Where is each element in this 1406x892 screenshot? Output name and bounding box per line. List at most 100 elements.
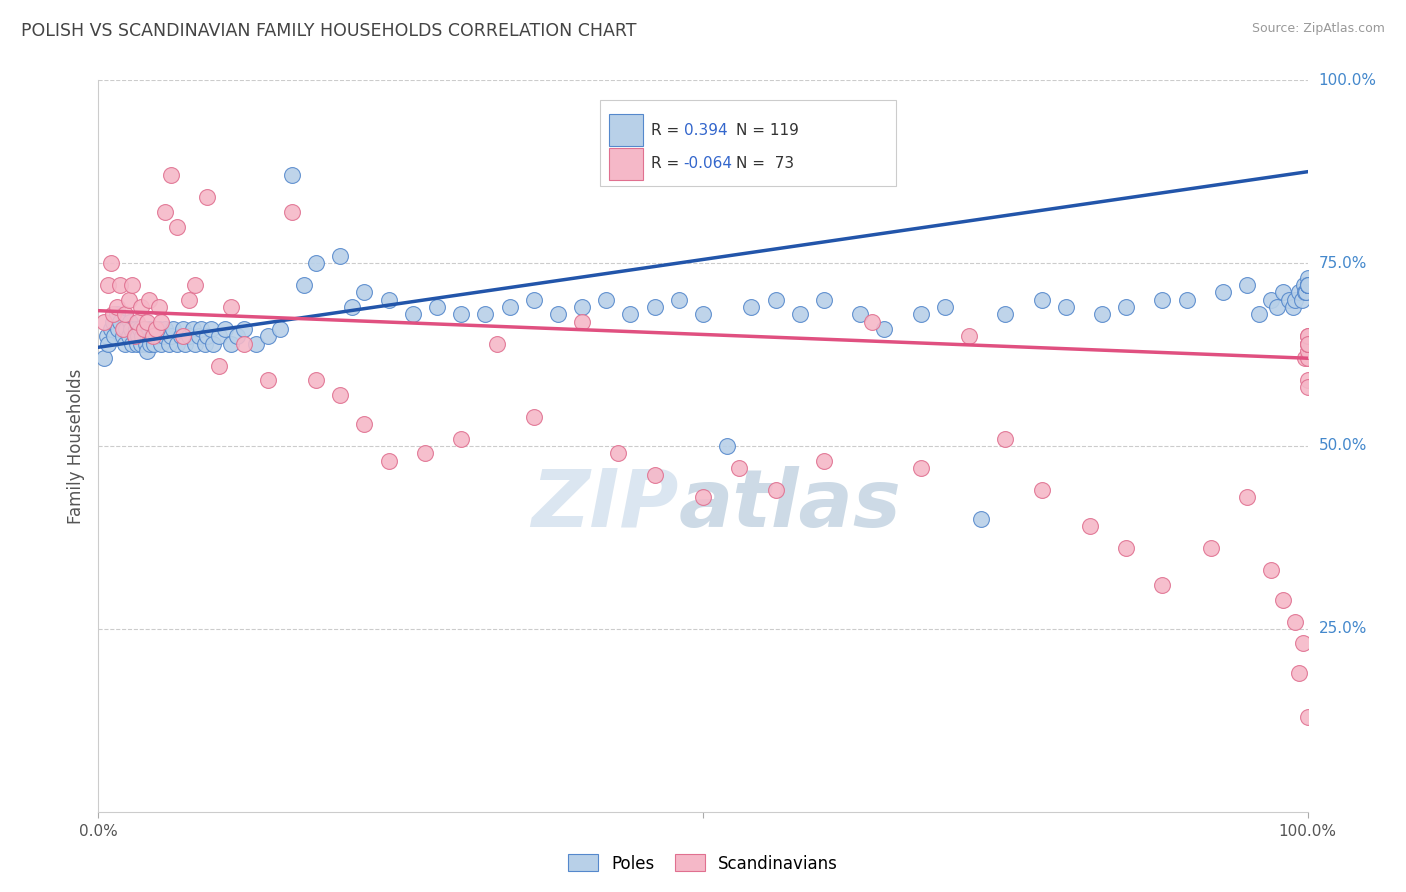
Point	[994, 307, 1017, 321]
Point	[305, 256, 328, 270]
Point	[129, 300, 152, 314]
Point	[256, 329, 278, 343]
Point	[256, 373, 278, 387]
Text: 25.0%: 25.0%	[1319, 622, 1367, 636]
Point	[281, 169, 304, 183]
Point	[1288, 665, 1310, 680]
Text: 100.0%: 100.0%	[1319, 73, 1376, 87]
Point	[221, 336, 243, 351]
Point	[292, 278, 315, 293]
Point	[101, 307, 124, 321]
Point	[190, 322, 212, 336]
Point	[162, 322, 184, 336]
Text: Source: ZipAtlas.com: Source: ZipAtlas.com	[1251, 22, 1385, 36]
Point	[1296, 343, 1319, 358]
Point	[108, 315, 131, 329]
Point	[740, 300, 762, 314]
Point	[1296, 380, 1319, 394]
Point	[1152, 578, 1174, 592]
Point	[426, 300, 449, 314]
Point	[1296, 270, 1319, 285]
Point	[402, 307, 425, 321]
Point	[728, 461, 751, 475]
Point	[127, 315, 149, 329]
Point	[124, 329, 146, 343]
Point	[644, 300, 666, 314]
Point	[1296, 709, 1319, 723]
Point	[169, 329, 191, 343]
Point	[101, 315, 124, 329]
Point	[305, 373, 328, 387]
Point	[668, 293, 690, 307]
Text: 50.0%: 50.0%	[1319, 439, 1367, 453]
Text: R =: R =	[651, 156, 685, 171]
Point	[377, 293, 399, 307]
Point	[281, 205, 304, 219]
Point	[121, 278, 143, 293]
Point	[232, 336, 254, 351]
Point	[118, 329, 141, 343]
Point	[107, 322, 129, 336]
Point	[208, 359, 231, 373]
Point	[994, 432, 1017, 446]
Point	[1260, 563, 1282, 577]
Point	[1284, 293, 1306, 307]
Point	[498, 300, 520, 314]
Point	[174, 336, 197, 351]
Point	[114, 336, 136, 351]
Point	[1272, 592, 1295, 607]
Point	[970, 512, 993, 526]
Point	[181, 322, 204, 336]
Point	[595, 293, 617, 307]
Point	[873, 322, 896, 336]
Point	[103, 329, 125, 343]
Point	[1296, 351, 1319, 366]
Point	[1260, 293, 1282, 307]
Text: N = 119: N = 119	[735, 122, 799, 137]
Point	[194, 336, 217, 351]
Point	[1212, 285, 1234, 300]
Point	[377, 453, 399, 467]
Text: 0.394: 0.394	[683, 122, 727, 137]
Point	[135, 343, 157, 358]
Point	[136, 329, 159, 343]
Point	[1296, 336, 1319, 351]
Point	[152, 329, 174, 343]
Point	[143, 336, 166, 351]
Point	[245, 336, 267, 351]
Point	[1296, 278, 1319, 293]
Point	[108, 278, 131, 293]
Point	[910, 307, 932, 321]
FancyBboxPatch shape	[609, 147, 643, 180]
Point	[127, 329, 149, 343]
Point	[1296, 278, 1319, 293]
Point	[1091, 307, 1114, 321]
Point	[692, 307, 714, 321]
Point	[1175, 293, 1198, 307]
Point	[142, 329, 165, 343]
Point	[96, 329, 118, 343]
Point	[353, 285, 375, 300]
Point	[692, 490, 714, 504]
Point	[118, 293, 141, 307]
Point	[1296, 278, 1319, 293]
Point	[1278, 293, 1301, 307]
Point	[134, 322, 156, 336]
Point	[93, 351, 115, 366]
Point	[138, 293, 160, 307]
Point	[1296, 278, 1319, 293]
Point	[139, 336, 162, 351]
Point	[353, 417, 375, 431]
Point	[127, 336, 149, 351]
Point	[124, 329, 146, 343]
Point	[789, 307, 811, 321]
Point	[644, 468, 666, 483]
Point	[187, 329, 209, 343]
Point	[105, 300, 128, 314]
Point	[607, 446, 630, 460]
Point	[105, 307, 128, 321]
Point	[1031, 483, 1053, 497]
Text: 75.0%: 75.0%	[1319, 256, 1367, 270]
Point	[765, 293, 787, 307]
Point	[135, 315, 157, 329]
